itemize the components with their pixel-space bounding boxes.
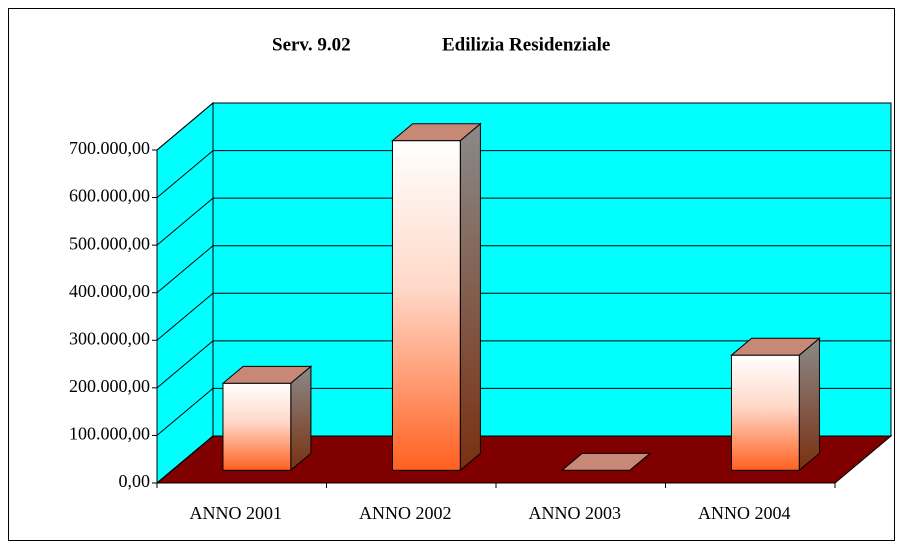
y-tick-label: 200.000,00: [69, 376, 150, 396]
grid-line: [156, 197, 214, 246]
x-tick-label: ANNO 2002: [359, 503, 452, 523]
grid-line: [156, 150, 214, 198]
y-tick-label: 100.000,00: [69, 424, 150, 444]
x-tick-label: ANNO 2001: [190, 503, 283, 523]
x-tick-label: ANNO 2003: [529, 503, 622, 523]
grid-line: [156, 388, 214, 436]
y-tick-label: 0,00: [119, 471, 151, 491]
y-tick-label: 500.000,00: [69, 233, 150, 253]
chart-subtitle: Edilizia Residenziale: [442, 34, 610, 55]
bar-top: [560, 452, 652, 471]
grid-line: [156, 245, 214, 294]
bar-top: [730, 337, 821, 356]
grid-line: [156, 292, 214, 341]
bar: [222, 382, 292, 471]
y-tick-label: 600.000,00: [69, 186, 150, 206]
grid-line: [156, 435, 214, 484]
bar-side: [459, 122, 481, 472]
bar-side: [290, 365, 312, 472]
grid-line: [156, 102, 214, 151]
x-tick-label: ANNO 2004: [698, 503, 791, 523]
side-wall: [156, 101, 214, 485]
bar-top: [391, 123, 482, 142]
bar-side: [798, 337, 820, 472]
y-tick-label: 700.000,00: [69, 138, 150, 158]
y-tick-label: 400.000,00: [69, 281, 150, 301]
chart-title: Serv. 9.02: [272, 34, 351, 55]
y-tick-label: 300.000,00: [69, 328, 150, 348]
grid-line: [156, 340, 214, 389]
bar-top: [221, 365, 313, 384]
bar: [730, 354, 800, 471]
bar: [391, 140, 461, 471]
